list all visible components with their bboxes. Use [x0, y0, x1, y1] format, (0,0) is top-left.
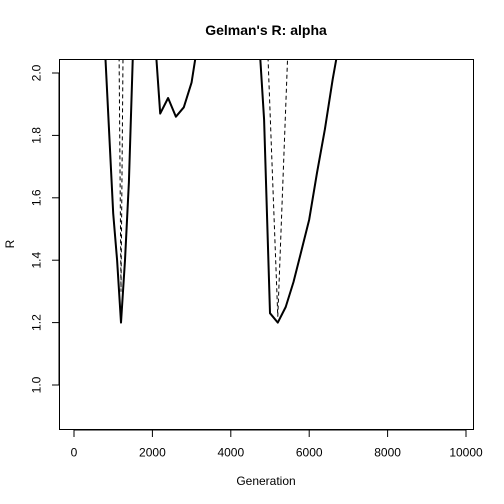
series-line-solid	[104, 59, 134, 324]
x-tick-label: 2000	[139, 446, 166, 460]
x-tick-label: 8000	[374, 446, 401, 460]
x-axis-label: Generation	[236, 474, 295, 488]
series-line-solid	[259, 59, 338, 324]
y-tick-label: 1.0	[30, 376, 44, 393]
chart-title: Gelman's R: alpha	[205, 22, 327, 38]
y-tick-label: 1.8	[30, 127, 44, 144]
y-axis-label: R	[3, 239, 17, 248]
x-tick-label: 0	[71, 446, 78, 460]
plot-lines	[104, 59, 338, 324]
y-tick-label: 1.2	[30, 314, 44, 331]
y-axis: 1.0 1.2 1.4 1.6 1.8 2.0	[30, 64, 60, 393]
series-line-dashed	[118, 59, 124, 292]
x-tick-label: 10000	[449, 446, 483, 460]
y-tick-label: 2.0	[30, 64, 44, 81]
x-axis: 0 2000 4000 6000 8000 10000	[71, 429, 483, 460]
y-tick-label: 1.6	[30, 189, 44, 206]
x-tick-label: 4000	[217, 446, 244, 460]
series-line-dashed	[267, 59, 289, 317]
y-tick-label: 1.4	[30, 252, 44, 269]
x-tick-label: 6000	[296, 446, 323, 460]
series-line-solid	[155, 59, 197, 118]
